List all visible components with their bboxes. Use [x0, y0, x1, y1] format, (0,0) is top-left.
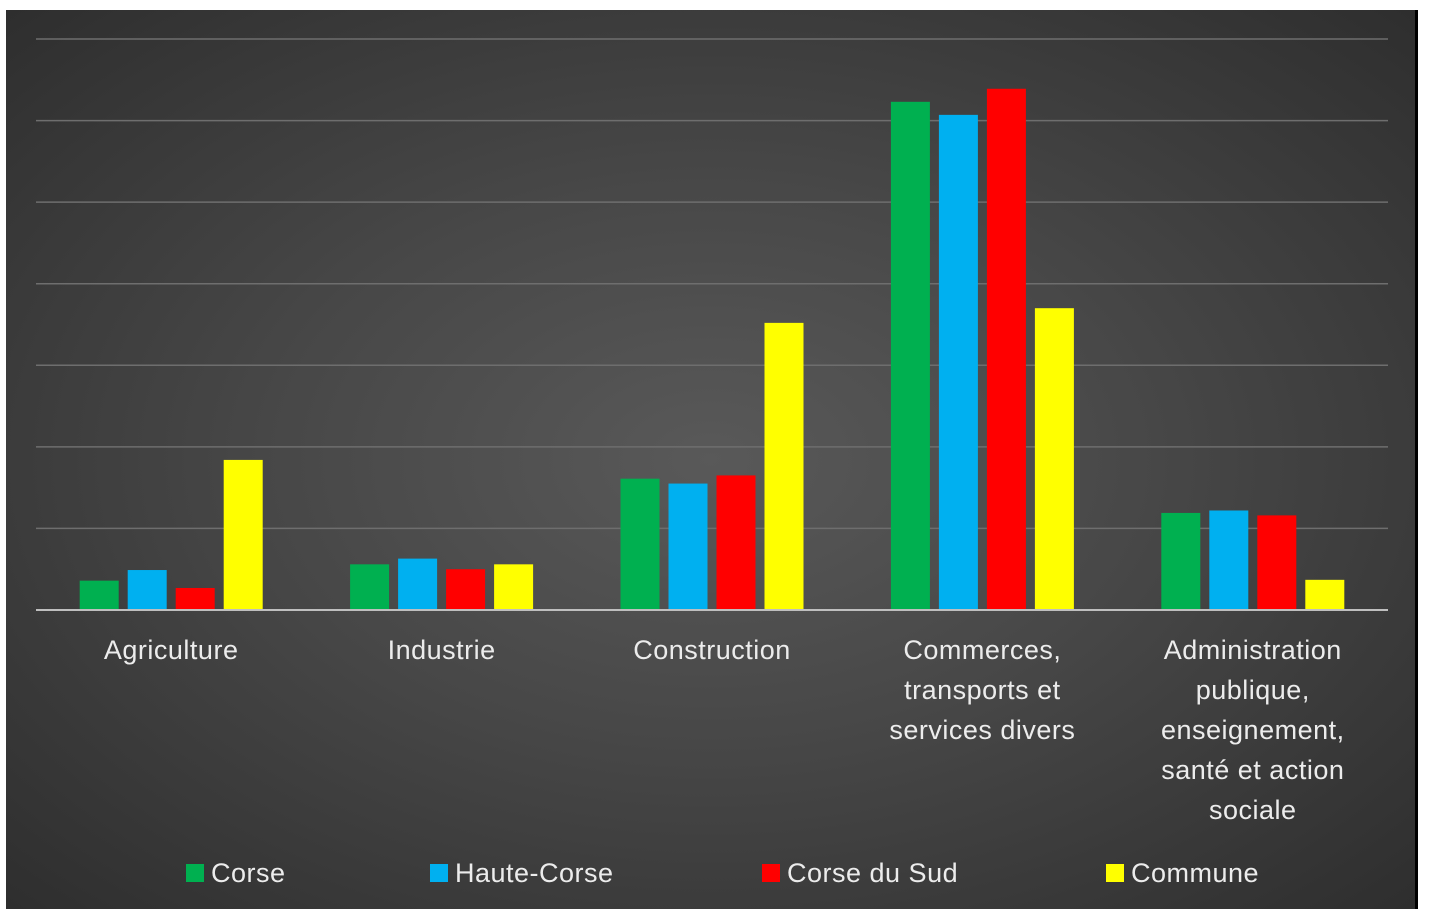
legend-item-corse-du-sud: Corse du Sud: [762, 855, 958, 891]
bar-corse-2: [620, 478, 660, 610]
bar-commune-3: [1034, 308, 1074, 610]
bars: [79, 88, 1345, 611]
bar-corse-0: [79, 580, 119, 610]
legend-item-corse: Corse: [186, 855, 286, 891]
bar-commune-0: [223, 459, 263, 610]
bar-chart: Agriculture Industrie Construction Commerce…: [36, 38, 1388, 825]
legend-swatch: [1106, 864, 1124, 882]
bar-corse-3: [890, 101, 930, 610]
legend-item-haute-corse: Haute-Corse: [430, 855, 614, 891]
gridlines: [36, 38, 1388, 530]
category-label-3: Commerces, transports et services divers: [889, 635, 1075, 745]
category-label-1: Industrie: [388, 635, 496, 665]
legend-label: Corse du Sud: [787, 857, 959, 888]
legend-swatch: [430, 864, 448, 882]
category-labels: Agriculture Industrie Construction Commerce…: [104, 635, 1345, 825]
legend-item-commune: Commune: [1106, 855, 1259, 891]
category-label-0: Agriculture: [104, 635, 239, 665]
legend-swatch: [762, 864, 780, 882]
category-label-2: Construction: [633, 635, 791, 665]
bar-commune-2: [764, 322, 804, 610]
bar-corse-du-sud-4: [1257, 515, 1297, 610]
legend-swatch: [186, 864, 204, 882]
bar-haute-corse-1: [398, 558, 438, 610]
bar-corse-du-sud-0: [175, 587, 215, 610]
bar-haute-corse-3: [938, 114, 978, 611]
bar-corse-4: [1161, 512, 1201, 610]
bar-commune-1: [494, 564, 534, 610]
bar-corse-du-sud-3: [986, 88, 1026, 611]
bar-corse-1: [350, 564, 390, 610]
category-label-4: Administration publique, enseignement, sant…: [1161, 635, 1345, 825]
bar-corse-du-sud-2: [716, 475, 756, 610]
chart-frame: Agriculture Industrie Construction Commerce…: [6, 10, 1418, 909]
legend-label: Commune: [1131, 857, 1260, 888]
legend-label: Corse: [211, 857, 286, 888]
bar-commune-4: [1305, 579, 1345, 610]
legend-label: Haute-Corse: [455, 857, 614, 888]
bar-haute-corse-2: [668, 483, 708, 610]
legend: Corse Haute-Corse Corse du Sud Commune: [6, 855, 1415, 891]
bar-haute-corse-0: [127, 570, 167, 610]
bar-haute-corse-4: [1209, 510, 1249, 610]
bar-corse-du-sud-1: [446, 569, 486, 610]
